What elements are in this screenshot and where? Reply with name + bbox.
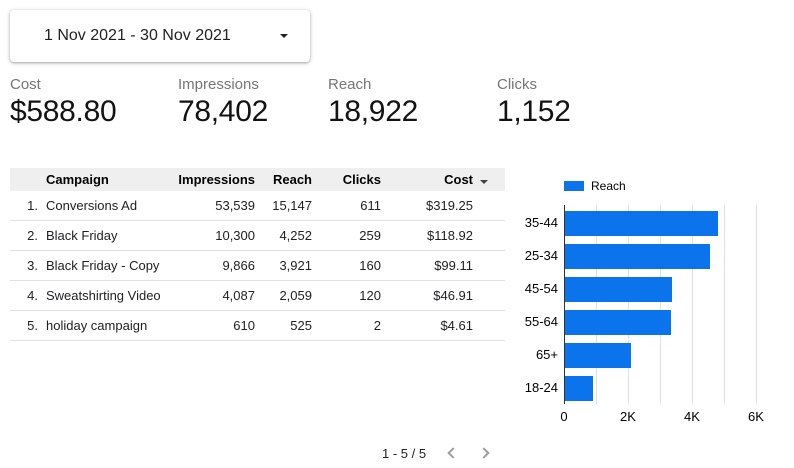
clicks-cell: 259 — [359, 228, 381, 243]
table-row: 2. Black Friday 10,300 4,252 259 $118.92 — [10, 221, 505, 251]
bar-18-24[interactable] — [565, 376, 593, 401]
date-range-selector[interactable]: 1 Nov 2021 - 30 Nov 2021 — [10, 10, 310, 62]
gridline — [756, 205, 757, 404]
x-tick-label: 6K — [748, 409, 764, 424]
scorecard-value: 18,922 — [328, 95, 418, 128]
next-page-button[interactable] — [474, 441, 498, 465]
column-header-campaign[interactable]: Campaign — [46, 172, 109, 187]
reach-cell: 2,059 — [279, 288, 312, 303]
table-row: 3. Black Friday - Copy 9,866 3,921 160 $… — [10, 251, 505, 281]
column-header-cost[interactable]: Cost — [444, 172, 473, 187]
clicks-cell: 2 — [373, 318, 381, 333]
y-axis-label: 18-24 — [524, 380, 558, 395]
table-row: 4. Sweatshirting Video 4,087 2,059 120 $… — [10, 281, 505, 311]
x-tick-label: 2K — [620, 409, 636, 424]
gridline — [628, 205, 629, 404]
campaign-cell: Black Friday — [46, 228, 118, 243]
bar-45-54[interactable] — [565, 277, 672, 302]
row-index: 2. — [27, 228, 38, 243]
column-header-impressions[interactable]: Impressions — [178, 172, 255, 187]
gridline — [692, 205, 693, 404]
cost-cell: $46.91 — [433, 288, 473, 303]
column-header-clicks[interactable]: Clicks — [342, 172, 381, 187]
cost-cell: $319.25 — [426, 198, 473, 213]
chevron-left-icon — [447, 447, 459, 459]
impressions-cell: 9,866 — [222, 258, 255, 273]
scorecard-value: $588.80 — [10, 95, 117, 128]
legend-swatch — [564, 181, 584, 191]
scorecard-label: Cost — [10, 76, 41, 93]
row-index: 4. — [27, 288, 38, 303]
scorecard-label: Clicks — [497, 76, 537, 93]
reach-cell: 525 — [290, 318, 312, 333]
scorecard-label: Impressions — [178, 76, 259, 93]
legend-label: Reach — [591, 179, 626, 193]
table-header-row: Campaign Impressions Reach Clicks Cost — [10, 168, 505, 191]
reach-cell: 3,921 — [279, 258, 312, 273]
y-axis-label: 35-44 — [524, 215, 558, 230]
scorecard-clicks: Clicks 1,152 — [497, 76, 571, 130]
clicks-cell: 611 — [360, 198, 381, 213]
scorecard-impressions: Impressions 78,402 — [178, 76, 268, 130]
clicks-cell: 120 — [359, 288, 381, 303]
scorecard-value: 78,402 — [178, 95, 268, 128]
x-tick-label: 0 — [560, 409, 568, 424]
sort-caret-cell[interactable] — [473, 172, 505, 187]
impressions-cell: 53,539 — [215, 198, 255, 213]
scorecard-reach: Reach 18,922 — [328, 76, 418, 130]
cost-cell: $4.61 — [440, 318, 473, 333]
impressions-cell: 610 — [233, 318, 255, 333]
scorecard-value: 1,152 — [497, 95, 571, 128]
clicks-cell: 160 — [359, 258, 381, 273]
legend-item-reach: Reach — [564, 179, 626, 193]
gridline — [660, 205, 661, 404]
campaign-cell: Sweatshirting Video — [46, 288, 161, 303]
previous-page-button[interactable] — [439, 441, 463, 465]
table-row: 1. Conversions Ad 53,539 15,147 611 $319… — [10, 191, 505, 221]
scorecard-cost: Cost $588.80 — [10, 76, 117, 130]
x-tick-label: 4K — [684, 409, 700, 424]
row-index: 1. — [27, 198, 38, 213]
impressions-cell: 10,300 — [215, 228, 255, 243]
gridline — [724, 205, 725, 404]
y-axis-line — [564, 205, 565, 404]
bar-35-44[interactable] — [565, 211, 718, 236]
pagination-label: 1 - 5 / 5 — [382, 446, 427, 461]
y-axis-label: 65+ — [535, 347, 558, 362]
chevron-right-icon — [478, 447, 490, 459]
y-axis-label: 55-64 — [524, 314, 558, 329]
campaign-cell: holiday campaign — [46, 318, 148, 333]
gridline — [596, 205, 597, 404]
campaign-table: Campaign Impressions Reach Clicks Cost 1… — [10, 168, 505, 341]
y-axis-label: 45-54 — [524, 281, 558, 296]
bar-55-64[interactable] — [565, 310, 671, 335]
impressions-cell: 4,087 — [222, 288, 255, 303]
row-index: 5. — [27, 318, 38, 333]
sort-descending-icon — [480, 180, 488, 184]
y-axis-label: 25-34 — [524, 248, 558, 263]
reach-cell: 15,147 — [272, 198, 312, 213]
table-row: 5. holiday campaign 610 525 2 $4.61 — [10, 311, 505, 341]
campaign-cell: Black Friday - Copy — [46, 258, 160, 273]
reach-cell: 4,252 — [279, 228, 312, 243]
campaign-cell: Conversions Ad — [46, 198, 138, 213]
bar-65plus[interactable] — [565, 343, 631, 368]
date-range-label: 1 Nov 2021 - 30 Nov 2021 — [44, 27, 231, 44]
cost-cell: $118.92 — [426, 228, 473, 243]
plot-area — [564, 205, 764, 404]
bar-25-34[interactable] — [565, 244, 710, 269]
cost-cell: $99.11 — [434, 258, 473, 273]
dropdown-caret-icon — [280, 34, 288, 38]
column-header-reach[interactable]: Reach — [272, 172, 312, 187]
scorecard-label: Reach — [328, 76, 372, 93]
row-index: 3. — [27, 258, 38, 273]
